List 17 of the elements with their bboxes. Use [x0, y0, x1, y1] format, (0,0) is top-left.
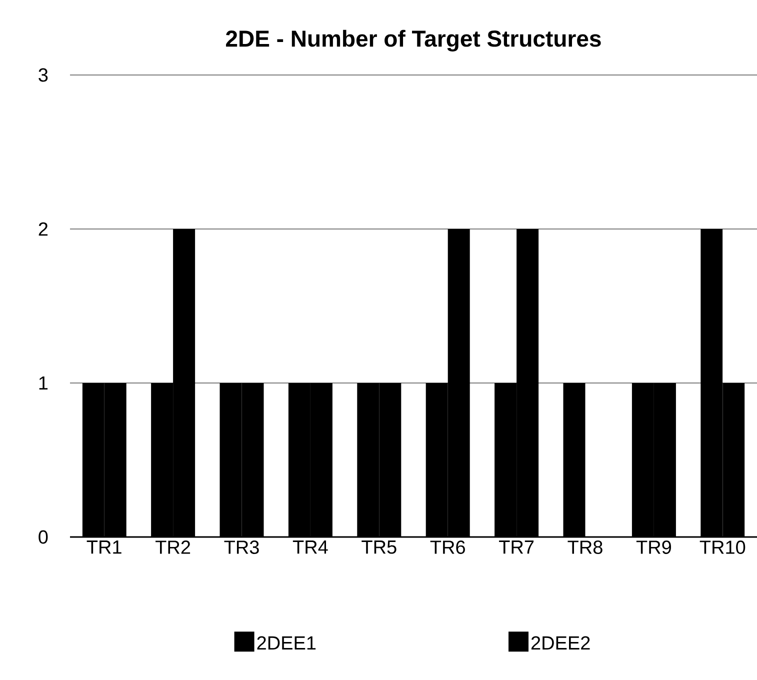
y-tick-label: 0 [38, 530, 48, 544]
x-tick-label: TR1 [86, 540, 122, 554]
x-tick-label: TR10 [700, 540, 746, 554]
y-tick-label: 1 [39, 376, 48, 390]
legend-label: 2DEE1 [257, 636, 316, 650]
x-tick-label: TR8 [568, 540, 602, 554]
legend-label: 2DEE2 [531, 636, 590, 650]
x-tick-label: TR5 [362, 540, 396, 554]
x-tick-label: TR4 [292, 540, 328, 554]
x-tick-label: TR7 [499, 540, 534, 554]
x-tick-label: TR9 [636, 540, 671, 554]
y-tick-label: 3 [38, 68, 48, 82]
x-tick-label: TR2 [156, 540, 190, 554]
chart-title: 2DE - Number of Target Structures [226, 30, 601, 52]
y-tick-label: 2 [38, 222, 48, 236]
x-tick-label: TR3 [224, 540, 259, 554]
x-tick-label: TR6 [430, 540, 465, 554]
